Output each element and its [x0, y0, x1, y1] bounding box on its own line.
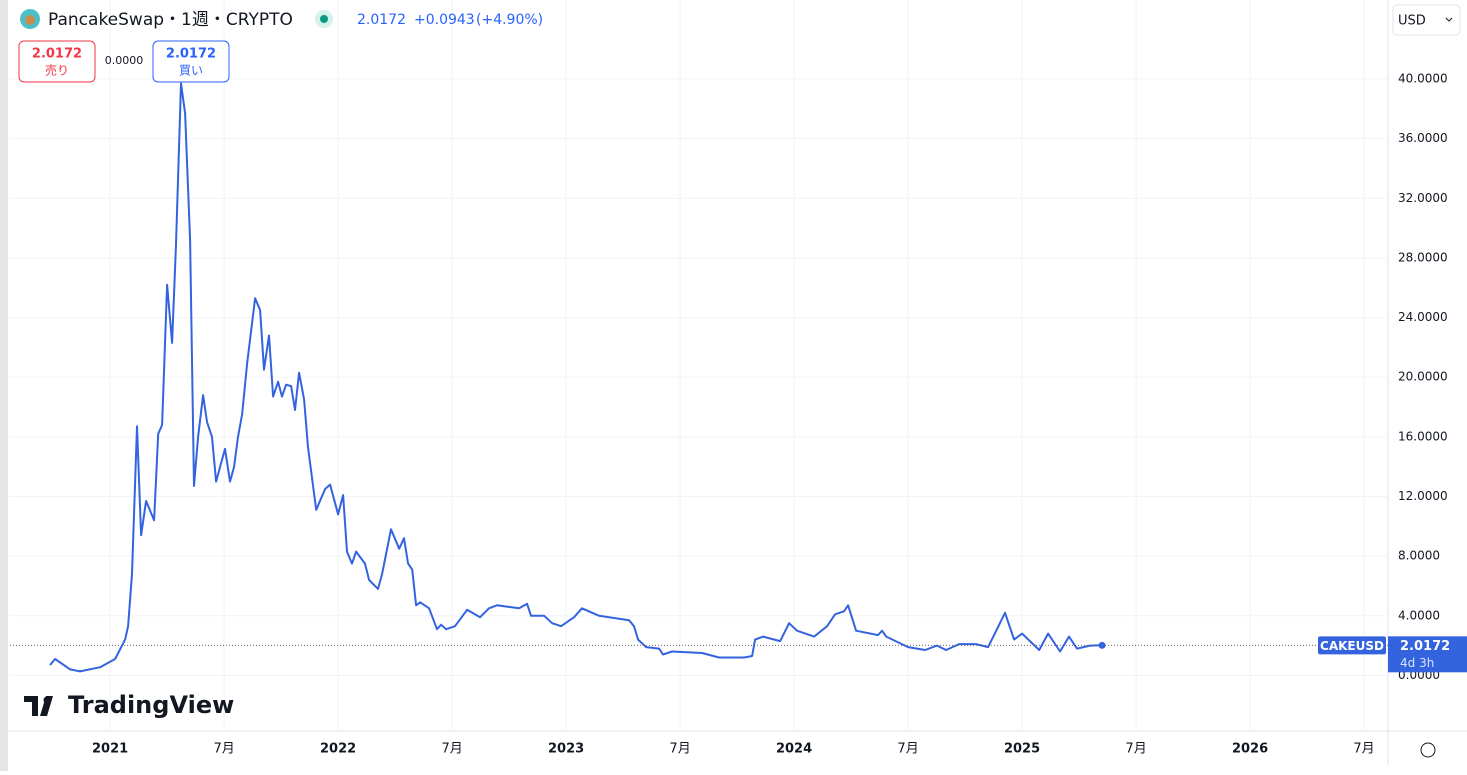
y-tick-label: 16.0000 — [1398, 429, 1448, 443]
buy-price[interactable]: 2.0172 — [166, 47, 216, 62]
plot — [10, 82, 1388, 673]
x-tick-label: 7月 — [1125, 742, 1146, 757]
y-tick-label: 24.0000 — [1398, 310, 1448, 324]
chart-title: PancakeSwap・1週・CRYPTO — [48, 10, 293, 30]
grid — [10, 0, 1388, 731]
x-tick-label: 2023 — [548, 742, 584, 757]
x-tick-label: 2024 — [776, 742, 812, 757]
y-tick-label: 28.0000 — [1398, 250, 1448, 264]
x-tick-label: 2022 — [320, 742, 356, 757]
currency-select[interactable] — [1392, 4, 1461, 36]
spread: 0.0000 — [105, 54, 144, 67]
price-tag-value: 2.0172 — [1400, 639, 1450, 654]
y-tick-label: 40.0000 — [1398, 72, 1448, 86]
x-tick-label: 2025 — [1004, 742, 1040, 757]
settings-icon[interactable] — [1420, 742, 1436, 758]
symbol-icon — [25, 15, 35, 25]
y-tick-label: 36.0000 — [1398, 131, 1448, 145]
buy-button[interactable] — [152, 40, 230, 83]
x-tick-label: 2026 — [1232, 742, 1268, 757]
x-tick-label: 7月 — [441, 742, 462, 757]
status-dot — [320, 15, 328, 23]
y-tick-label: 12.0000 — [1398, 489, 1448, 503]
countdown: 4d 3h — [1400, 656, 1434, 670]
y-tick-label: 20.0000 — [1398, 370, 1448, 384]
dropdown-arrow[interactable] — [1445, 17, 1453, 22]
symbol-tag — [1318, 636, 1386, 655]
logo-mark — [43, 696, 51, 704]
last-price: 2.0172 — [357, 12, 406, 28]
x-tick-label: 2021 — [92, 742, 128, 757]
y-tick-label: 32.0000 — [1398, 191, 1448, 205]
left-border — [0, 0, 8, 771]
x-tick-label: 7月 — [1353, 742, 1374, 757]
x-tick-label: 7月 — [213, 742, 234, 757]
last-point — [1098, 641, 1106, 649]
sell-button[interactable] — [18, 40, 96, 83]
buy-label[interactable]: 買い — [179, 64, 203, 78]
currency[interactable]: USD — [1398, 14, 1426, 29]
price-change: +0.0943 — [414, 12, 475, 28]
x-tick-label: 7月 — [669, 742, 690, 757]
symbol-tag-label: CAKEUSD — [1320, 639, 1384, 653]
sell-label[interactable]: 売り — [45, 63, 69, 78]
x-tick-label: 7月 — [897, 742, 918, 757]
y-tick-label: 8.0000 — [1398, 549, 1440, 563]
price-tag — [1388, 636, 1467, 673]
price-change-pct: (+4.90%) — [476, 12, 543, 28]
price-line — [49, 82, 1103, 673]
y-tick-label: 4.0000 — [1398, 608, 1440, 622]
sell-price[interactable]: 2.0172 — [32, 47, 82, 62]
logo — [24, 696, 53, 716]
logo-text: TradingView — [68, 691, 234, 719]
